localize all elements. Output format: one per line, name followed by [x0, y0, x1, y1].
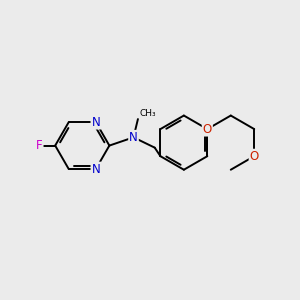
Text: F: F: [36, 139, 43, 152]
Text: O: O: [250, 150, 259, 163]
Text: CH₃: CH₃: [140, 109, 156, 118]
Text: O: O: [203, 123, 212, 136]
Text: N: N: [92, 116, 100, 129]
Text: N: N: [92, 163, 100, 176]
Text: N: N: [129, 131, 138, 144]
